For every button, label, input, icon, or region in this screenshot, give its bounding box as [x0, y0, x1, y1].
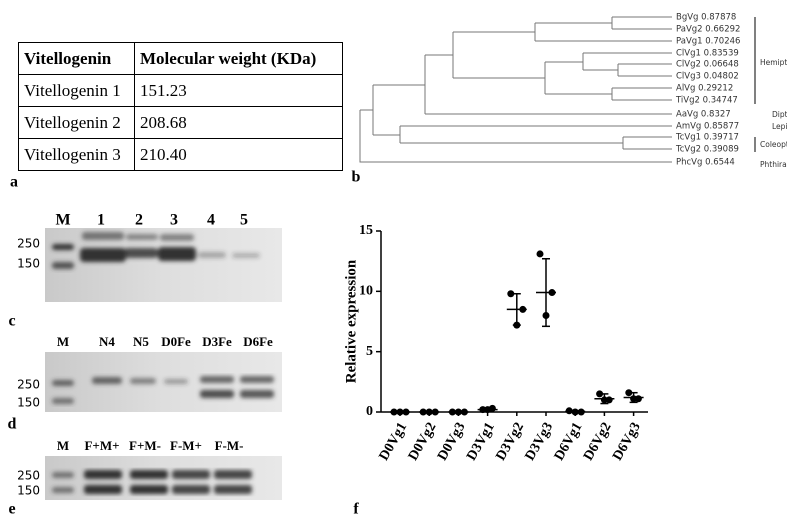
lane-label: F-M+	[170, 438, 202, 453]
error-bar	[600, 393, 609, 405]
marker-label: 150	[17, 396, 40, 410]
leaf-label: AmVg 0.85877	[676, 122, 739, 132]
leaf-label: ClVg3 0.04802	[676, 72, 739, 82]
leaf-label: TiVg2 0.34747	[675, 96, 738, 106]
lane-label: D6Fe	[243, 334, 273, 349]
x-tick-label: D0Vg2	[406, 420, 440, 463]
lane-label: F+M+	[84, 438, 119, 453]
table-header: Molecular weight (KDa)	[134, 42, 343, 75]
panel-label: a	[10, 174, 18, 191]
lane-label: F+M-	[129, 438, 161, 453]
lane-label: 2	[135, 212, 143, 229]
lane-label: N5	[133, 334, 149, 349]
leaf-label: ClVg1 0.83539	[676, 49, 739, 59]
lane-label: D3Fe	[202, 334, 232, 349]
table-cell: Vitellogenin 3	[18, 138, 135, 171]
error-bar	[542, 258, 550, 328]
data-point	[596, 390, 604, 398]
lane-label: M	[57, 438, 69, 453]
lane-label: 5	[240, 212, 248, 229]
x-tick-label: D3Vg2	[493, 420, 527, 463]
table-header: Vitellogenin	[18, 42, 135, 75]
x-tick-label: D3Vg1	[464, 420, 498, 463]
tree-branches	[359, 16, 756, 163]
x-tick-label: D6Vg1	[552, 420, 586, 463]
error-bar	[512, 292, 521, 326]
x-tick-label: D0Vg1	[377, 420, 411, 463]
marker-label: 250	[17, 378, 40, 392]
panel-label: e	[8, 501, 15, 518]
weight-table: Vitellogenin Molecular weight (KDa) Vitel…	[18, 42, 343, 171]
leaf-label: PhcVg 0.6544	[676, 158, 735, 168]
x-tick-label: D3Vg3	[523, 420, 557, 463]
marker-label: 150	[17, 484, 40, 498]
y-tick-label: 0	[366, 404, 373, 419]
marker-label: 250	[17, 469, 40, 483]
lane-label: D0Fe	[161, 334, 191, 349]
x-tick-label: D6Vg3	[610, 420, 644, 463]
table-cell: 151.23	[134, 74, 343, 107]
lane-label: 3	[170, 212, 178, 229]
group-label: Coleoptera	[760, 140, 787, 149]
panel-label: d	[8, 416, 17, 433]
leaf-label: ClVg2 0.06648	[676, 60, 739, 70]
panel-label: c	[8, 313, 15, 330]
data-point	[536, 250, 544, 258]
error-bar	[571, 410, 580, 413]
lane-label: 1	[97, 212, 105, 229]
y-tick-label: 10	[359, 284, 373, 299]
panel-label: f	[353, 501, 359, 518]
group-label: Phthiraptera	[760, 160, 787, 169]
lane-label: N4	[99, 334, 115, 349]
data-point	[625, 389, 633, 397]
table-cell: 210.40	[134, 138, 343, 171]
error-bar	[629, 391, 638, 404]
leaf-label: BgVg 0.87878	[676, 13, 736, 23]
y-axis-label: Relative expression	[343, 259, 359, 383]
marker-label: 150	[17, 257, 40, 271]
marker-label: 250	[17, 237, 40, 251]
error-bar	[483, 407, 492, 412]
lane-label: 4	[207, 212, 215, 229]
leaf-label: TcVg1 0.39717	[675, 133, 739, 143]
leaf-label: PaVg2 0.66292	[676, 25, 740, 35]
panel-label: b	[352, 169, 361, 186]
y-tick-label: 5	[366, 344, 373, 359]
x-tick-label: D6Vg2	[581, 420, 615, 463]
leaf-label: TcVg2 0.39089	[675, 145, 739, 155]
leaf-label: PaVg1 0.70246	[676, 37, 740, 47]
x-tick-label: D0Vg3	[435, 420, 469, 463]
table-cell: 208.68	[134, 106, 343, 139]
lane-label: M	[57, 334, 69, 349]
group-label: Hemiptera	[760, 58, 787, 67]
y-tick-label: 15	[359, 223, 373, 238]
leaf-label: AlVg 0.29212	[676, 84, 733, 94]
lane-label: M	[55, 212, 70, 229]
gel-images	[45, 228, 282, 500]
group-label: Diptera	[772, 110, 787, 119]
group-label: Lepidoptera	[772, 122, 787, 131]
data-point	[507, 290, 515, 298]
leaf-label: AaVg 0.8327	[676, 110, 731, 120]
lane-label: F-M-	[215, 438, 244, 453]
